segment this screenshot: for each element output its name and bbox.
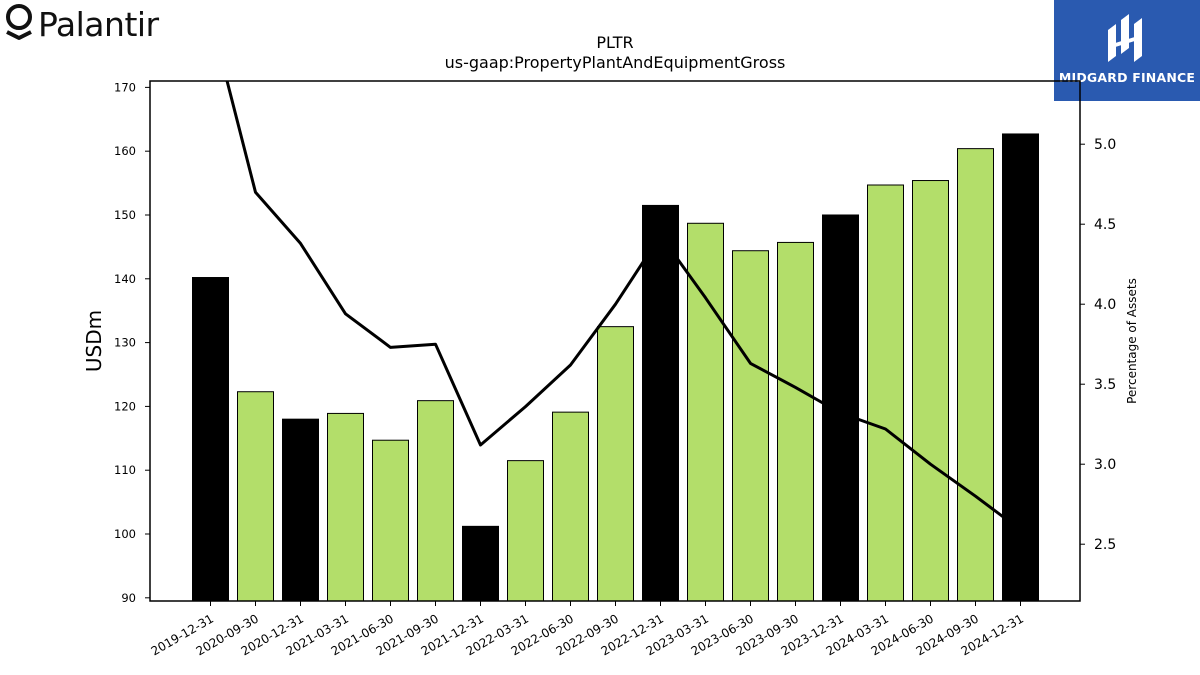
palantir-wordmark: Palantir (38, 4, 159, 44)
bar-2024-12-31 (1002, 133, 1039, 602)
bar-2023-12-31 (822, 214, 859, 602)
midgard-finance-logo: MIDGARD FINANCE (1054, 0, 1200, 101)
y-tick-label: 150 (114, 208, 136, 222)
bar-2020-09-30 (237, 391, 274, 602)
palantir-logo: Palantir (4, 4, 159, 44)
y-tick-label: 170 (114, 80, 136, 94)
bar-2021-06-30 (372, 439, 409, 602)
bar-2024-03-31 (867, 184, 904, 602)
y-tick-label: 120 (114, 399, 136, 413)
y2-axis-label: Percentage of Assets (1125, 278, 1139, 404)
y-tick-label: 140 (114, 272, 136, 286)
y2-tick-label: 4.5 (1094, 217, 1116, 233)
midgard-finance-wordmark: MIDGARD FINANCE (1058, 70, 1196, 85)
bar-2021-09-30 (417, 400, 454, 602)
bar-2023-09-30 (777, 241, 814, 602)
bar-2022-06-30 (552, 411, 589, 602)
bar-2022-09-30 (597, 326, 634, 602)
y2-tick-label: 4.0 (1094, 297, 1116, 313)
bar-2021-12-31 (462, 525, 499, 602)
y-tick-label: 100 (114, 527, 136, 541)
bar-2019-12-31 (192, 277, 229, 602)
bar-2021-03-31 (327, 412, 364, 602)
percentage-of-assets-line (225, 81, 1022, 532)
bar-2024-06-30 (912, 180, 949, 602)
y2-tick-label: 2.5 (1094, 537, 1116, 553)
bar-2023-06-30 (732, 250, 769, 602)
y-axis-left: 90 100 110 120 130 140 150 160 170 (114, 80, 150, 605)
y-axis-right: 2.5 3.0 3.5 4.0 4.5 5.0 (1080, 137, 1116, 553)
palantir-logo-icon (4, 3, 34, 45)
y-tick-label: 130 (114, 336, 136, 350)
y-tick-label: 90 (121, 591, 136, 605)
bar-group (192, 133, 1039, 602)
bar-2020-12-31 (282, 418, 319, 602)
line-group (225, 81, 1022, 532)
y2-tick-label: 5.0 (1094, 137, 1116, 153)
y-axis-label: USDm (82, 310, 106, 372)
bar-2022-12-31 (642, 204, 679, 602)
chart-subtitle: us-gaap:PropertyPlantAndEquipmentGross (445, 53, 786, 72)
chart-title: PLTR (596, 33, 633, 52)
x-axis: 2019-12-312020-09-302020-12-312021-03-31… (149, 601, 1026, 658)
y-tick-label: 110 (114, 463, 136, 477)
y2-tick-label: 3.5 (1094, 377, 1116, 393)
bar-2022-03-31 (507, 460, 544, 602)
y2-tick-label: 3.0 (1094, 457, 1116, 473)
bar-2024-09-30 (957, 148, 994, 602)
y-tick-label: 160 (114, 144, 136, 158)
